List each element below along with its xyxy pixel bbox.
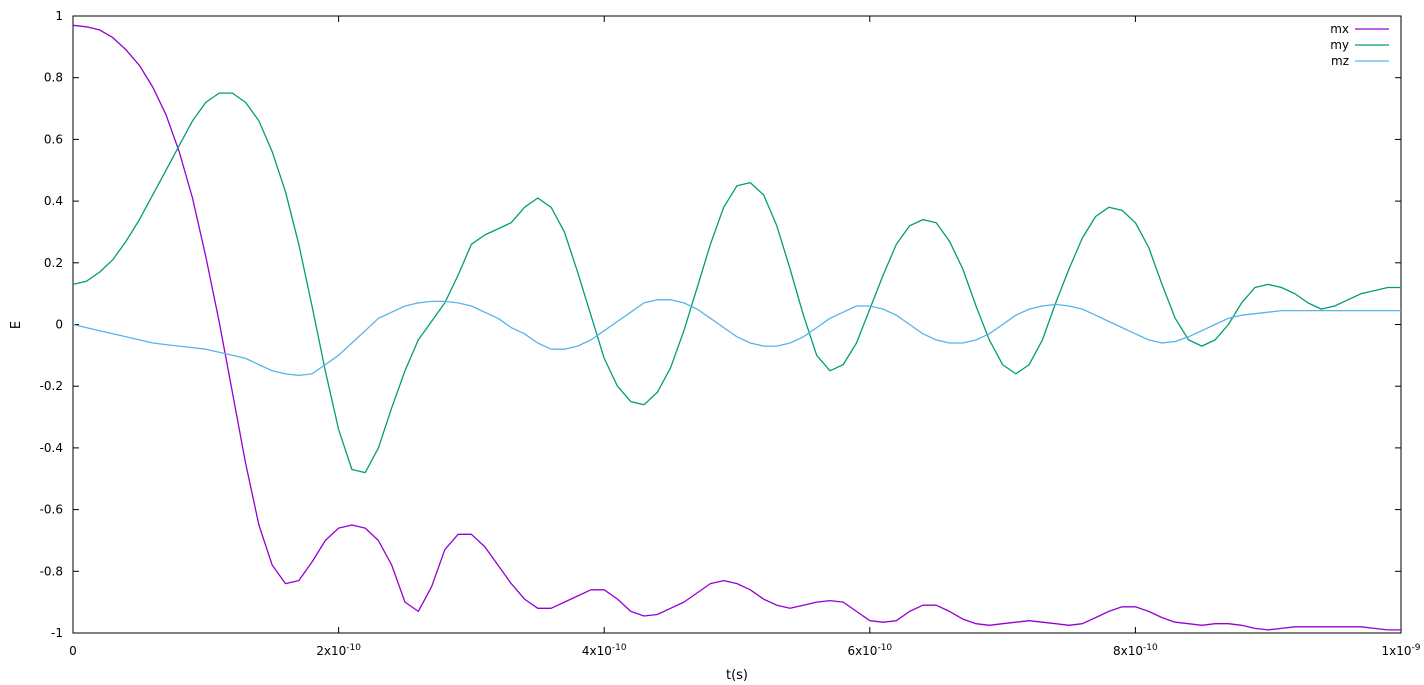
legend-label-my: my (1330, 38, 1349, 52)
y-tick-label: 0.4 (44, 194, 63, 208)
series-lines (72, 24, 1401, 631)
y-tick-label: 0.2 (44, 256, 63, 270)
y-tick-label: 0.6 (44, 132, 63, 146)
y-axis-ticks: 1 0.8 0.6 0.4 0.2 0 -0.2 -0.4 -0.6 -0.8 -1 (40, 9, 1401, 640)
x-axis-title: t(s) (726, 668, 748, 683)
legend: mx my mz (1330, 22, 1389, 68)
legend-label-mz: mz (1331, 54, 1349, 68)
x-tick-label: 6x10-10 (847, 643, 892, 658)
y-tick-label: -0.2 (40, 379, 63, 393)
y-tick-label: -1 (51, 626, 63, 640)
y-tick-label: -0.8 (40, 564, 63, 578)
y-axis-title: E (9, 321, 24, 329)
plot-border (72, 15, 1402, 634)
x-axis-ticks: 0 2x10-10 4x10-10 6x10-10 8x10-10 1x10-9 (69, 16, 1421, 658)
y-tick-label: -0.4 (40, 441, 63, 455)
series-line-mz (72, 299, 1401, 377)
x-tick-label: 4x10-10 (582, 643, 627, 658)
series-line-mx (72, 24, 1401, 631)
x-tick-label: 0 (69, 644, 77, 658)
x-tick-label: 2x10-10 (316, 643, 361, 658)
series-line-my (72, 92, 1401, 474)
y-tick-label: -0.6 (40, 503, 63, 517)
legend-label-mx: mx (1330, 22, 1349, 36)
y-tick-label: 1 (55, 9, 63, 23)
y-tick-label: 0.8 (44, 71, 63, 85)
x-tick-label: 1x10-9 (1382, 643, 1421, 658)
y-tick-label: 0 (55, 318, 63, 332)
x-tick-label: 8x10-10 (1113, 643, 1158, 658)
